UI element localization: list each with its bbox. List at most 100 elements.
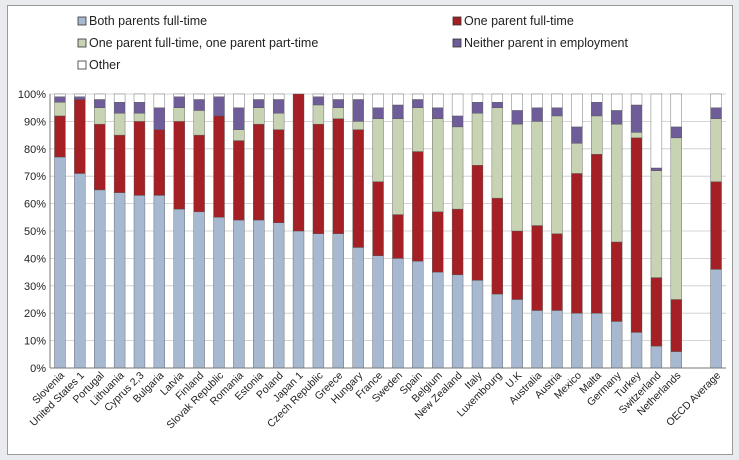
bar-segment-other [710,93,722,108]
legend: Both parents full-time One parent full-ti… [77,14,628,72]
bar-segment-one-parent-full-time [113,134,126,193]
y-tick-label: 40% [24,253,46,265]
bar-segment-one-parent-full-time [710,181,722,270]
bar-segment-one-parent-full-time [650,277,663,347]
bar-segment-neither-parent-in-employment [610,110,623,125]
bar-segment-other [571,93,583,128]
bar-segment-both-parents-full-time [670,351,682,369]
bar-segment-neither-parent-in-employment [392,104,404,119]
bar-segment-both-parents-full-time [571,313,583,369]
y-tick-label: 60% [24,199,46,211]
bar-segment-other [412,93,424,100]
y-tick-label: 30% [24,281,46,293]
bar-segment-neither-parent-in-employment [233,107,245,130]
bar-segment-one-parent-full-time-one-parent-part-time [193,110,205,136]
bar-segment-neither-parent-in-employment [54,96,66,103]
bar-segment-neither-parent-in-employment [531,107,543,122]
bar-segment-one-parent-full-time [531,225,543,311]
bar-segment-neither-parent-in-employment [491,102,504,108]
bar-segment-both-parents-full-time [471,280,484,369]
bar-segment-both-parents-full-time [113,192,126,369]
bar-segment-other [113,93,126,103]
bar-segment-both-parents-full-time [292,230,305,369]
bar-segment-one-parent-full-time-one-parent-part-time [392,118,404,215]
bar-segment-other [213,93,225,97]
bar-segment-other [630,93,643,106]
legend-label: One parent full-time, one parent part-ti… [89,36,318,50]
bar-segment-one-parent-full-time [392,214,404,259]
bar-segment-one-parent-full-time-one-parent-part-time [571,143,583,174]
bar-segment-neither-parent-in-employment [650,167,663,171]
bar-segment-both-parents-full-time [551,310,563,369]
bar-segment-one-parent-full-time [610,241,623,322]
bar-segment-other [511,93,523,111]
bar-segment-one-parent-full-time [412,151,424,262]
bar-segment-one-parent-full-time [233,140,245,221]
bar-segment-both-parents-full-time [213,217,225,369]
bar-segment-other [372,93,384,108]
bar-segment-neither-parent-in-employment [193,99,205,111]
bar-segment-neither-parent-in-employment [153,107,166,130]
bar-segment-one-parent-full-time [372,181,384,256]
bar-segment-both-parents-full-time [591,313,603,369]
legend-label: Neither parent in employment [464,36,628,50]
bar-segment-neither-parent-in-employment [471,102,484,114]
bar-segment-neither-parent-in-employment [710,107,722,119]
bar-segment-one-parent-full-time-one-parent-part-time [710,118,722,182]
bar-segment-both-parents-full-time [392,258,404,369]
bar-segment-one-parent-full-time [94,123,106,191]
bar-segment-neither-parent-in-employment [173,96,185,108]
bar-segment-one-parent-full-time [173,121,185,210]
bar-segment-one-parent-full-time [312,123,325,234]
bar-segment-one-parent-full-time-one-parent-part-time [113,112,126,136]
bar-segment-one-parent-full-time [133,121,146,196]
legend-label: Other [89,58,120,72]
legend-item-one-parent-full-time: One parent full-time [452,14,574,28]
bar-segment-one-parent-full-time [670,299,682,352]
bar-segment-other [392,93,404,106]
legend-swatch [77,16,87,26]
legend-swatch [77,60,87,70]
bar-segment-one-parent-full-time-one-parent-part-time [94,107,106,125]
bar-segment-one-parent-full-time-one-parent-part-time [54,102,66,117]
bar-segment-other [451,93,464,117]
bar-segment-other [173,93,185,97]
bar-segment-neither-parent-in-employment [272,99,285,114]
legend-label: Both parents full-time [89,14,207,28]
bar-segment-one-parent-full-time [571,173,583,314]
bar-segment-neither-parent-in-employment [591,102,603,117]
bar-segment-one-parent-full-time [332,118,344,234]
bar-segment-both-parents-full-time [610,321,623,369]
bar-segment-both-parents-full-time [511,299,523,369]
bar-segment-one-parent-full-time [213,115,225,218]
bar-segment-both-parents-full-time [710,269,722,369]
y-tick-label: 10% [24,336,46,348]
bar-segment-one-parent-full-time-one-parent-part-time [670,137,682,300]
bar-segment-one-parent-full-time-one-parent-part-time [491,107,504,199]
bar-segment-other [332,93,344,100]
bar-segment-both-parents-full-time [272,222,285,369]
bar-segment-both-parents-full-time [173,208,185,369]
y-tick-label: 90% [24,116,46,128]
bar-segment-both-parents-full-time [133,195,146,369]
bar-segment-neither-parent-in-employment [253,99,265,108]
bar-segment-one-parent-full-time-one-parent-part-time [372,118,384,182]
bar-segment-other [312,93,325,97]
bar-segment-other [233,93,245,108]
bar-segment-neither-parent-in-employment [630,104,643,133]
bar-segment-other [193,93,205,100]
bar-segment-both-parents-full-time [94,189,106,369]
bar-segment-one-parent-full-time-one-parent-part-time [173,107,185,122]
bar-segment-neither-parent-in-employment [94,99,106,108]
stacked-bar-chart: Both parents full-time One parent full-ti… [18,14,726,431]
y-tick-label: 70% [24,171,46,183]
gridlines [50,93,726,369]
bar-segment-both-parents-full-time [372,255,384,369]
bar-segment-both-parents-full-time [332,233,344,369]
bar-segment-neither-parent-in-employment [670,126,682,139]
bar-segment-other [432,93,444,108]
bar-segment-both-parents-full-time [630,332,643,369]
bar-segment-both-parents-full-time [451,274,464,369]
bar-segment-other [551,93,563,108]
bar-segment-other [670,93,682,128]
